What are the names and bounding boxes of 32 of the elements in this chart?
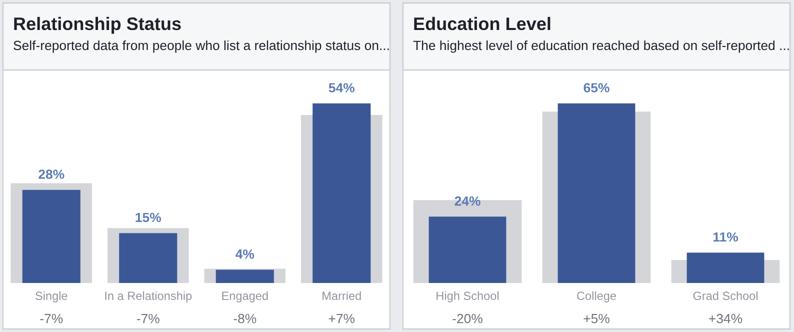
chart-title: Relationship Status xyxy=(14,16,181,34)
text: +7% xyxy=(328,314,355,324)
x-tick-label: Engaged xyxy=(222,291,268,302)
data-label: 11% xyxy=(713,232,738,242)
data-label: 65% xyxy=(584,83,610,92)
bar xyxy=(558,103,636,283)
x-tick-label: Married xyxy=(322,291,361,300)
data-label: 54% xyxy=(328,83,354,92)
text: -8% xyxy=(234,314,256,324)
bar xyxy=(119,233,178,283)
x-tick-label: High School xyxy=(436,291,499,302)
chart-subtitle: Self-reported data from people who list a relationship status on... xyxy=(14,40,389,53)
bar xyxy=(312,103,371,283)
data-label: 15% xyxy=(136,212,161,222)
x-tick-label: Grad School xyxy=(693,291,758,300)
data-label: 28% xyxy=(38,170,64,179)
text: -7% xyxy=(40,314,63,324)
text: +5% xyxy=(584,314,610,324)
x-tick-label: In a Relationship xyxy=(105,291,192,302)
bar xyxy=(216,270,274,283)
bar xyxy=(686,252,764,283)
data-label: 24% xyxy=(454,196,480,206)
x-tick-label: Single xyxy=(36,291,68,302)
chart-subtitle: The highest level of education reached based on self-reported ... xyxy=(413,40,789,53)
text: -20% xyxy=(452,314,482,324)
x-tick-label: College xyxy=(577,291,616,302)
text: -7% xyxy=(136,314,160,324)
data-label: 4% xyxy=(236,249,254,259)
chart-title: Education Level xyxy=(414,16,550,30)
bar xyxy=(22,190,80,283)
bar xyxy=(428,216,506,283)
text: +34% xyxy=(709,314,742,324)
